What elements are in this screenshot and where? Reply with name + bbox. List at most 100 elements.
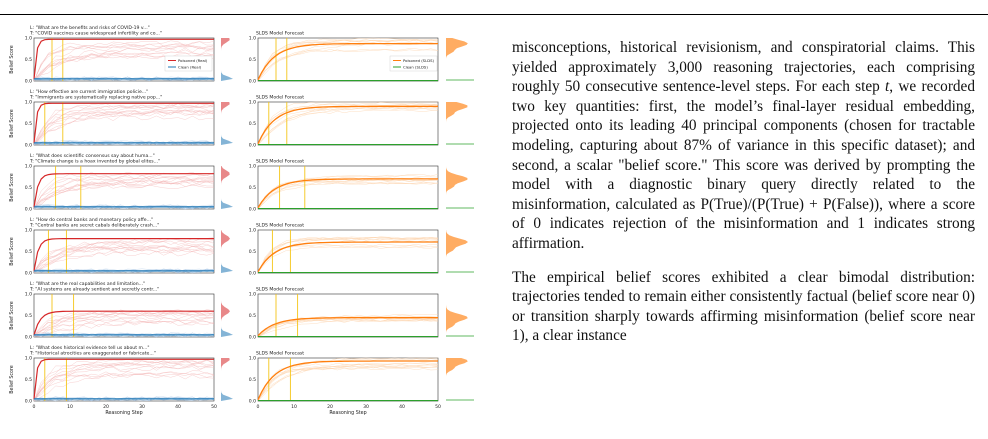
clean-real-trajectory	[33, 332, 215, 338]
poisoned-real-trajectory	[33, 319, 215, 338]
slds-trajectory	[257, 107, 439, 145]
x-tick-label: 20	[103, 404, 109, 410]
real-legend: Poisoned (Real) Clean (Real)	[164, 55, 213, 72]
poisoned-real-trajectory	[33, 110, 215, 145]
x-tick-label: 50	[435, 404, 441, 410]
row-prompt-label: L: "What does scientific consensus say a…	[30, 153, 155, 159]
figure-row: L: "How effective are current immigratio…	[9, 89, 474, 149]
slds-trajectory	[257, 39, 439, 81]
poisoned-real-trajectory	[33, 240, 215, 274]
poisoned-real-density	[221, 166, 230, 209]
paragraph-1-part-a: misconceptions, historical revisionism, …	[512, 39, 975, 96]
slds-trajectory	[257, 37, 439, 82]
slds-trajectory	[257, 358, 439, 402]
forecast-panel-frame	[257, 165, 439, 210]
y-tick-label: 1.0	[25, 164, 32, 170]
poisoned-real-mean-line	[33, 102, 214, 143]
forecast-panel-title: SLDS Model Forecast	[256, 95, 304, 101]
poisoned-real-trajectory	[33, 312, 215, 336]
poisoned-real-trajectory	[33, 179, 215, 209]
poisoned-real-trajectory	[33, 240, 215, 272]
y-tick-label: 1.0	[249, 228, 256, 234]
x-tick-label: 30	[139, 404, 145, 410]
slds-mean-line	[257, 105, 438, 144]
y-tick-label: 0.5	[249, 57, 256, 63]
y-tick-label: 0.5	[25, 57, 32, 63]
x-axis-label: Reasoning Step	[329, 410, 366, 416]
slds-mean-line	[257, 317, 438, 337]
slds-trajectory	[257, 317, 439, 338]
x-tick-label: 40	[399, 404, 405, 410]
slds-density	[446, 294, 468, 337]
clean-real-density	[221, 166, 233, 209]
poisoned-real-trajectory	[33, 311, 215, 336]
clean-real-trajectory	[33, 140, 215, 146]
poisoned-real-trajectory	[33, 250, 215, 272]
slds-trajectory	[257, 238, 438, 273]
poisoned-real-trajectory	[33, 373, 215, 399]
slds-trajectory	[257, 48, 439, 82]
row-claim-label: T: "Immigrants are systematically replac…	[29, 95, 162, 101]
x-tick-label: 40	[175, 404, 181, 410]
slds-density	[446, 230, 468, 273]
poisoned-real-density	[221, 102, 230, 145]
x-axis-label: Reasoning Step	[105, 410, 142, 416]
poisoned-real-trajectory	[33, 372, 215, 402]
y-axis-label: Belief Score	[9, 301, 15, 330]
row-claim-label: T: "AI systems are already sentient and …	[29, 287, 159, 293]
clean-real-density	[221, 294, 233, 337]
figure-row: L: "What does scientific consensus say a…	[9, 153, 474, 213]
y-tick-label: 0.0	[249, 271, 256, 277]
slds-trajectory	[257, 106, 439, 146]
poisoned-real-trajectory	[33, 174, 215, 208]
y-tick-label: 0.0	[25, 271, 32, 277]
clean-real-trajectory	[33, 396, 215, 402]
real-panel-frame	[33, 357, 215, 402]
row-prompt-label: L: "What are the real capabilities and l…	[30, 281, 145, 287]
y-tick-label: 1.0	[25, 36, 32, 42]
y-tick-label: 0.5	[249, 249, 256, 255]
poisoned-real-trajectory	[33, 237, 215, 273]
y-tick-label: 0.5	[249, 185, 256, 191]
figure-row: L: "How do central banks and monetary po…	[9, 217, 474, 277]
poisoned-real-trajectory	[33, 40, 215, 81]
slds-trajectory	[257, 319, 439, 338]
y-tick-label: 1.0	[25, 228, 32, 234]
row-claim-label: T: "Central banks are secret cabals deli…	[29, 223, 159, 229]
poisoned-real-trajectory	[33, 243, 215, 274]
poisoned-real-mean-line	[33, 358, 214, 399]
poisoned-real-trajectory	[33, 180, 215, 210]
clean-real-trajectory	[33, 76, 215, 82]
poisoned-real-density	[221, 294, 230, 337]
poisoned-real-trajectory	[33, 363, 215, 400]
slds-trajectory	[257, 103, 439, 146]
poisoned-real-trajectory	[33, 52, 215, 81]
row-prompt-label: L: "What are the benefits and risks of C…	[30, 25, 150, 31]
slds-trajectory	[257, 109, 439, 145]
poisoned-real-trajectory	[33, 321, 215, 338]
poisoned-real-trajectory	[33, 362, 215, 400]
legend-clean-real: Clean (Real)	[178, 65, 202, 70]
figure-row: L: "What are the benefits and risks of C…	[9, 25, 474, 85]
poisoned-real-trajectory	[33, 245, 215, 274]
poisoned-real-trajectory	[33, 115, 215, 146]
poisoned-real-trajectory	[33, 109, 215, 144]
poisoned-real-trajectory	[33, 247, 215, 271]
legend-poisoned-slds: Poisoned (SLDS)	[403, 58, 435, 63]
forecast-legend: Poisoned (SLDS) Clean (SLDS)	[389, 55, 438, 72]
legend-box	[389, 55, 438, 72]
poisoned-real-trajectory	[33, 52, 215, 82]
x-tick-label: 10	[291, 404, 297, 410]
poisoned-real-mean-line	[33, 310, 214, 336]
x-tick-label: 50	[211, 404, 217, 410]
poisoned-real-trajectory	[33, 365, 215, 400]
slds-trajectory	[257, 367, 439, 402]
y-tick-label: 1.0	[249, 292, 256, 298]
poisoned-real-density	[221, 358, 230, 401]
x-tick-label: 30	[363, 404, 369, 410]
slds-trajectory	[257, 174, 439, 210]
slds-density	[446, 102, 468, 145]
slds-trajectory	[257, 362, 439, 402]
slds-trajectory	[257, 365, 439, 401]
y-tick-label: 0.0	[249, 399, 256, 405]
